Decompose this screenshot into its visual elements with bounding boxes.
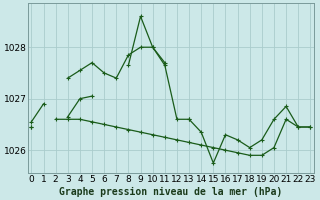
X-axis label: Graphe pression niveau de la mer (hPa): Graphe pression niveau de la mer (hPa): [59, 186, 283, 197]
